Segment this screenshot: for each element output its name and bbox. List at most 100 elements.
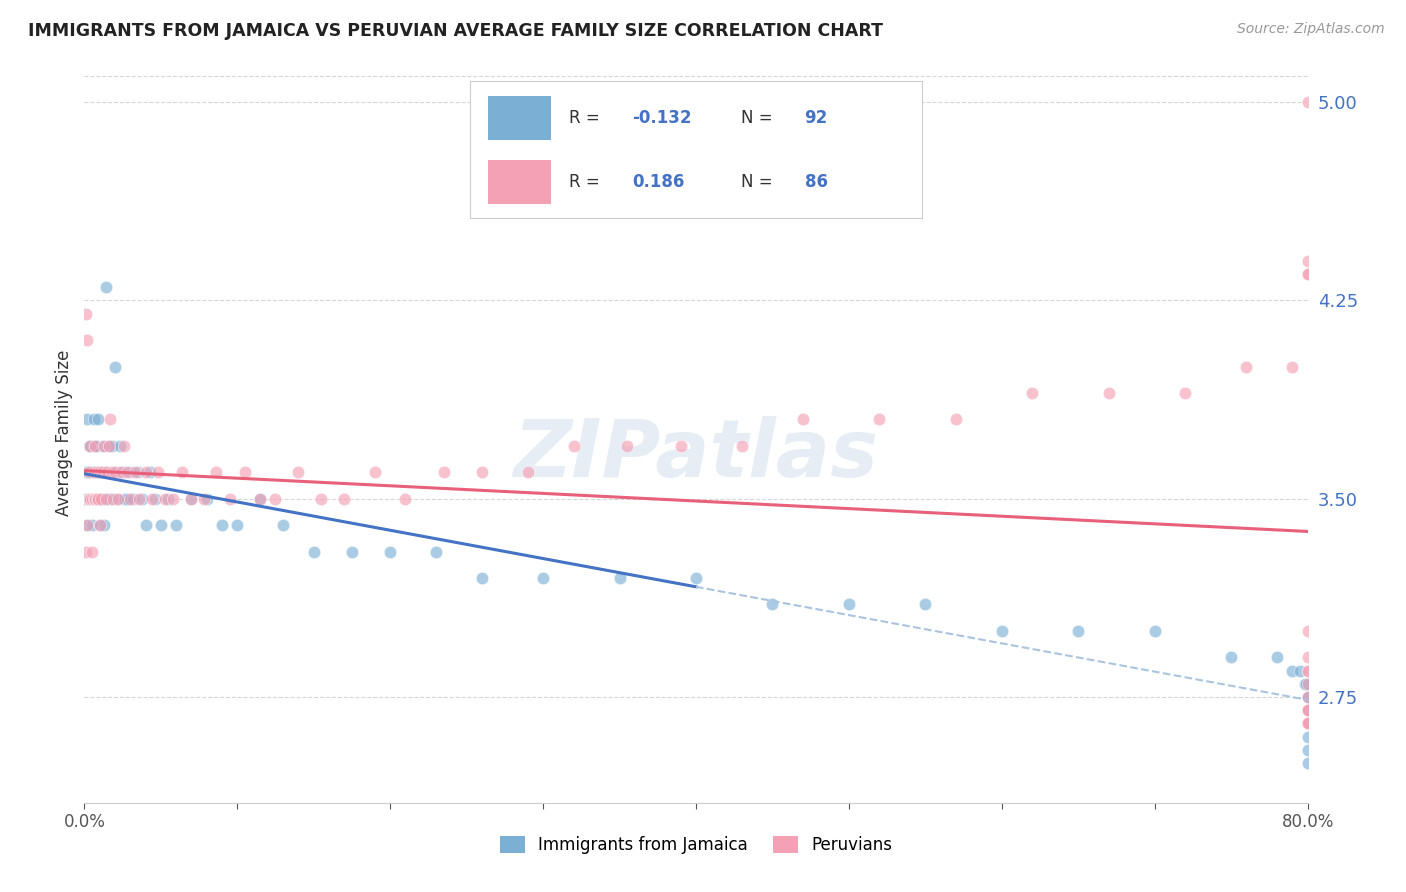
- Point: [193, 491, 215, 506]
- Point: [340, 544, 363, 558]
- Point: [120, 465, 142, 479]
- Point: [1236, 359, 1258, 374]
- Point: [945, 412, 967, 426]
- Point: [135, 518, 157, 533]
- Point: [104, 465, 127, 479]
- Point: [80, 491, 103, 506]
- Point: [1296, 690, 1319, 704]
- Point: [111, 465, 134, 479]
- Point: [609, 571, 631, 585]
- Text: IMMIGRANTS FROM JAMAICA VS PERUVIAN AVERAGE FAMILY SIZE CORRELATION CHART: IMMIGRANTS FROM JAMAICA VS PERUVIAN AVER…: [28, 22, 883, 40]
- Point: [115, 465, 138, 479]
- Point: [1296, 664, 1319, 678]
- Point: [89, 465, 111, 479]
- Point: [89, 491, 111, 506]
- Point: [211, 518, 233, 533]
- Point: [838, 598, 860, 612]
- Point: [1067, 624, 1090, 638]
- Point: [155, 491, 177, 506]
- Point: [86, 439, 108, 453]
- Point: [89, 518, 111, 533]
- Point: [120, 491, 142, 506]
- Point: [1296, 703, 1319, 717]
- Point: [107, 491, 129, 506]
- Point: [98, 491, 121, 506]
- Point: [271, 518, 294, 533]
- Point: [1296, 267, 1319, 281]
- Point: [1296, 703, 1319, 717]
- Point: [1281, 359, 1303, 374]
- Point: [226, 518, 249, 533]
- Point: [101, 465, 124, 479]
- Point: [86, 465, 108, 479]
- Point: [1098, 386, 1121, 401]
- Point: [669, 439, 692, 453]
- Point: [124, 465, 146, 479]
- Point: [1296, 756, 1319, 771]
- Point: [991, 624, 1014, 638]
- Point: [84, 465, 107, 479]
- Point: [218, 491, 240, 506]
- Point: [146, 465, 169, 479]
- Point: [108, 439, 131, 453]
- Point: [364, 465, 387, 479]
- Point: [380, 544, 402, 558]
- Point: [1296, 716, 1319, 731]
- Point: [1296, 690, 1319, 704]
- Point: [80, 544, 103, 558]
- Point: [75, 465, 97, 479]
- Point: [141, 491, 163, 506]
- Point: [93, 465, 115, 479]
- Point: [1296, 267, 1319, 281]
- Point: [84, 491, 107, 506]
- Point: [122, 491, 145, 506]
- Point: [103, 465, 125, 479]
- Point: [195, 491, 218, 506]
- Point: [311, 491, 333, 506]
- Point: [180, 491, 202, 506]
- Point: [165, 518, 187, 533]
- Point: [98, 412, 121, 426]
- Point: [761, 598, 783, 612]
- Point: [1174, 386, 1197, 401]
- Point: [531, 571, 554, 585]
- Point: [139, 465, 162, 479]
- Point: [1296, 677, 1319, 691]
- Point: [162, 491, 184, 506]
- Point: [516, 465, 538, 479]
- Point: [83, 491, 105, 506]
- Point: [143, 491, 166, 506]
- Point: [1294, 677, 1316, 691]
- Point: [93, 518, 115, 533]
- Point: [471, 571, 494, 585]
- Point: [157, 491, 180, 506]
- Y-axis label: Average Family Size: Average Family Size: [55, 350, 73, 516]
- Point: [471, 465, 494, 479]
- Point: [115, 491, 138, 506]
- Point: [76, 412, 98, 426]
- Point: [86, 491, 108, 506]
- Point: [1021, 386, 1043, 401]
- Point: [89, 518, 111, 533]
- Point: [86, 491, 108, 506]
- Point: [96, 465, 118, 479]
- Point: [110, 465, 132, 479]
- Point: [112, 491, 135, 506]
- Point: [79, 439, 101, 453]
- Point: [83, 491, 105, 506]
- Point: [80, 518, 103, 533]
- Point: [84, 439, 107, 453]
- Point: [87, 491, 110, 506]
- Point: [1281, 664, 1303, 678]
- Point: [77, 465, 100, 479]
- Point: [1296, 703, 1319, 717]
- Point: [685, 571, 707, 585]
- Point: [84, 491, 107, 506]
- Point: [90, 465, 112, 479]
- Point: [172, 465, 194, 479]
- Point: [425, 544, 447, 558]
- Point: [127, 465, 149, 479]
- Point: [1296, 703, 1319, 717]
- Point: [1296, 716, 1319, 731]
- Point: [104, 359, 127, 374]
